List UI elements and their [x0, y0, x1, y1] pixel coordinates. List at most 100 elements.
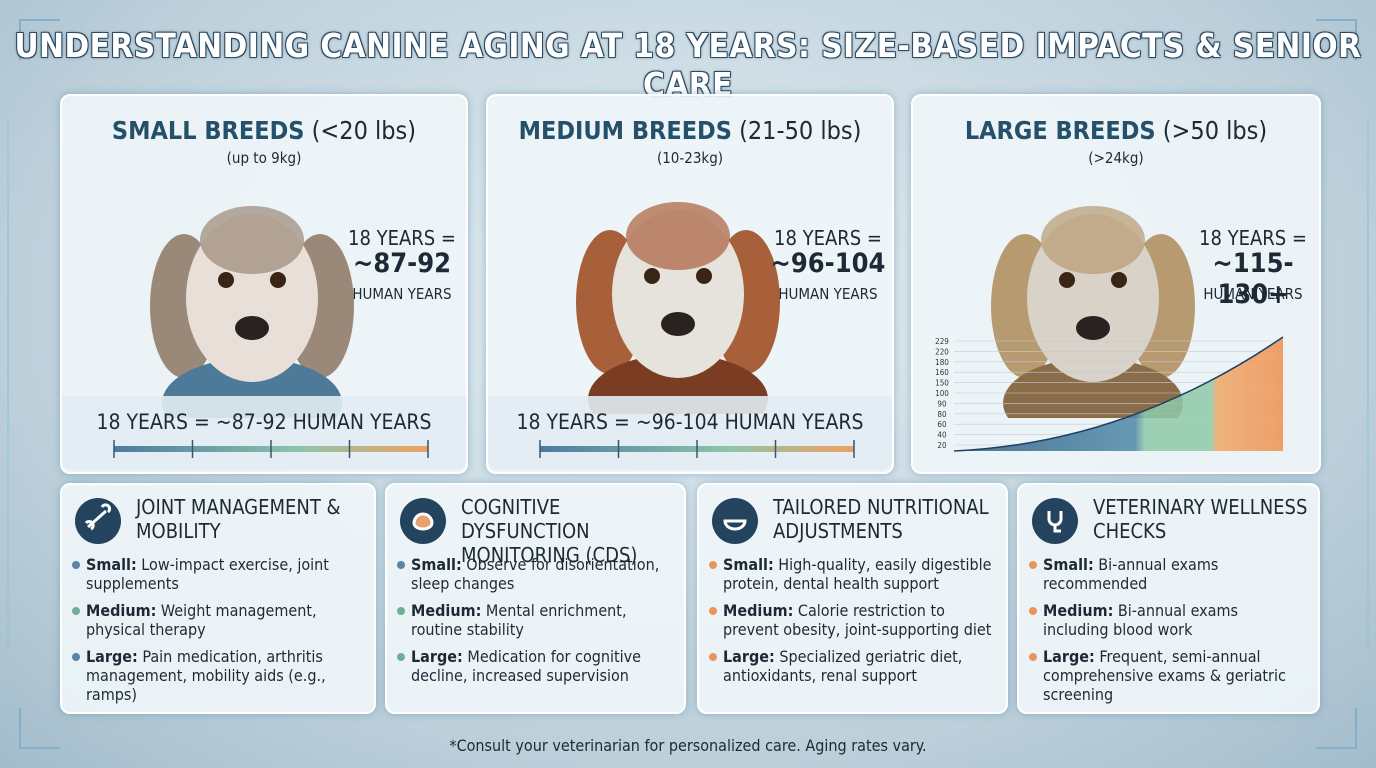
age-scale-bar	[113, 440, 429, 458]
bullet	[709, 607, 717, 615]
care-text: Mental enrichment, routine stability	[411, 601, 627, 639]
icon-circle	[1032, 498, 1078, 544]
dog-nose	[1076, 316, 1110, 340]
breed-metric: (10-23kg)	[656, 149, 724, 167]
care-title: JOINT MANAGEMENT & MOBILITY	[136, 495, 341, 543]
dog-eye	[270, 272, 286, 288]
care-title: VETERINARY WELLNESS CHECKS	[1093, 495, 1308, 543]
care-text: Frequent, semi-annual comprehensive exam…	[1043, 647, 1286, 704]
care-item: Medium: Bi-annual exams including blood …	[1029, 601, 1306, 639]
age-equation: 18 YEARS =	[1199, 226, 1307, 250]
care-card: COGNITIVE DYSFUNCTION MONITORING (CDS) Sm…	[385, 483, 686, 714]
growth-tick-label: 100	[935, 389, 949, 398]
growth-tick-label: 180	[935, 358, 949, 367]
breed-heading: SMALL BREEDS (<20 lbs)	[62, 116, 466, 145]
growth-tick-label: 90	[937, 399, 947, 408]
care-size: Small:	[86, 555, 137, 574]
breed-weight: (<20 lbs)	[311, 116, 417, 145]
bullet	[397, 607, 405, 615]
bullet	[709, 653, 717, 661]
human-age-range: ~96-104	[770, 248, 886, 279]
breed-weight: (>50 lbs)	[1162, 116, 1268, 145]
dog-body	[1003, 358, 1183, 418]
care-item: Small: Low-impact exercise, joint supple…	[72, 555, 362, 593]
scale-label: 18 YEARS = ~96-104 HUMAN YEARS	[516, 410, 864, 434]
care-item: Medium: Mental enrichment, routine stabi…	[397, 601, 672, 639]
age-unit: HUMAN YEARS	[1203, 285, 1303, 303]
breed-name: SMALL BREEDS	[111, 116, 305, 145]
dog-patch	[1041, 206, 1145, 274]
care-text: Specialized geriatric diet, antioxidants…	[723, 647, 963, 685]
care-title: TAILORED NUTRITIONAL ADJUSTMENTS	[773, 495, 989, 543]
age-unit: HUMAN YEARS	[778, 285, 878, 303]
scale-band	[62, 396, 466, 470]
growth-tick-label: 220	[935, 347, 949, 356]
care-size: Large:	[723, 647, 775, 666]
care-title: COGNITIVE DYSFUNCTION MONITORING (CDS)	[461, 495, 638, 567]
care-item: Medium: Calorie restriction to prevent o…	[709, 601, 994, 639]
footnote: *Consult your veterinarian for personali…	[449, 736, 927, 755]
dog-eye	[1111, 272, 1127, 288]
care-item: Large: Frequent, semi-annual comprehensi…	[1029, 647, 1306, 704]
care-size: Large:	[1043, 647, 1095, 666]
care-item: Small: Bi-annual exams recommended	[1029, 555, 1306, 593]
care-text: High-quality, easily digestible protein,…	[723, 555, 992, 593]
dog-illustration	[150, 206, 354, 418]
care-list: Small: High-quality, easily digestible p…	[709, 555, 994, 693]
growth-tick-label: 20	[937, 441, 947, 450]
care-text: Pain medication, arthritis management, m…	[86, 647, 326, 704]
bullet	[1029, 653, 1037, 661]
growth-curve	[953, 336, 1284, 452]
icon-glyph	[723, 519, 747, 531]
age-scale-bar	[539, 440, 855, 458]
care-text: Bi-annual exams including blood work	[1043, 601, 1239, 639]
dog-nose	[235, 316, 269, 340]
age-equation: 18 YEARS =	[774, 226, 882, 250]
breed-heading: MEDIUM BREEDS (21-50 lbs)	[488, 116, 892, 145]
care-size: Small:	[411, 555, 462, 574]
human-age-range: ~115-130+	[1212, 248, 1294, 310]
bullet	[1029, 607, 1037, 615]
breed-weight: (21-50 lbs)	[739, 116, 862, 145]
bullet	[397, 561, 405, 569]
care-list: Small: Bi-annual exams recommended Medium…	[1029, 555, 1306, 712]
care-icon	[75, 498, 121, 544]
dog-illustration	[576, 202, 780, 414]
growth-tick-label: 160	[935, 368, 949, 377]
breed-metric: (up to 9kg)	[226, 149, 302, 167]
care-card: TAILORED NUTRITIONAL ADJUSTMENTS Small: H…	[697, 483, 1008, 714]
care-text: Calorie restriction to prevent obesity, …	[723, 601, 992, 639]
growth-tick-label: 229	[935, 337, 949, 346]
care-icon	[712, 498, 758, 544]
icon-glyph	[1047, 511, 1063, 533]
icon-glyph	[84, 503, 112, 531]
growth-tick-label: 40	[937, 431, 947, 440]
care-text: Weight management, physical therapy	[86, 601, 317, 639]
care-size: Small:	[1043, 555, 1094, 574]
breed-name: MEDIUM BREEDS	[518, 116, 732, 145]
care-card: VETERINARY WELLNESS CHECKS Small: Bi-annu…	[1017, 483, 1320, 714]
icon-circle	[75, 498, 121, 544]
bullet	[709, 561, 717, 569]
human-age-range: ~87-92	[352, 248, 452, 279]
care-size: Large:	[86, 647, 138, 666]
age-unit: HUMAN YEARS	[352, 285, 452, 303]
care-icon	[1032, 498, 1078, 544]
dog-eye	[644, 268, 660, 284]
care-item: Large: Specialized geriatric diet, antio…	[709, 647, 994, 685]
icon-glyph	[412, 512, 434, 531]
age-equation: 18 YEARS =	[348, 226, 456, 250]
care-size: Medium:	[723, 601, 794, 620]
scale-band	[488, 396, 892, 470]
bullet	[72, 561, 80, 569]
bullet	[397, 653, 405, 661]
care-list: Small: Low-impact exercise, joint supple…	[72, 555, 362, 712]
care-text: Low-impact exercise, joint supplements	[86, 555, 329, 593]
breed-heading: LARGE BREEDS (>50 lbs)	[913, 116, 1319, 145]
care-size: Medium:	[411, 601, 482, 620]
dog-illustration	[991, 206, 1195, 418]
breed-metric: (>24kg)	[1088, 149, 1144, 167]
